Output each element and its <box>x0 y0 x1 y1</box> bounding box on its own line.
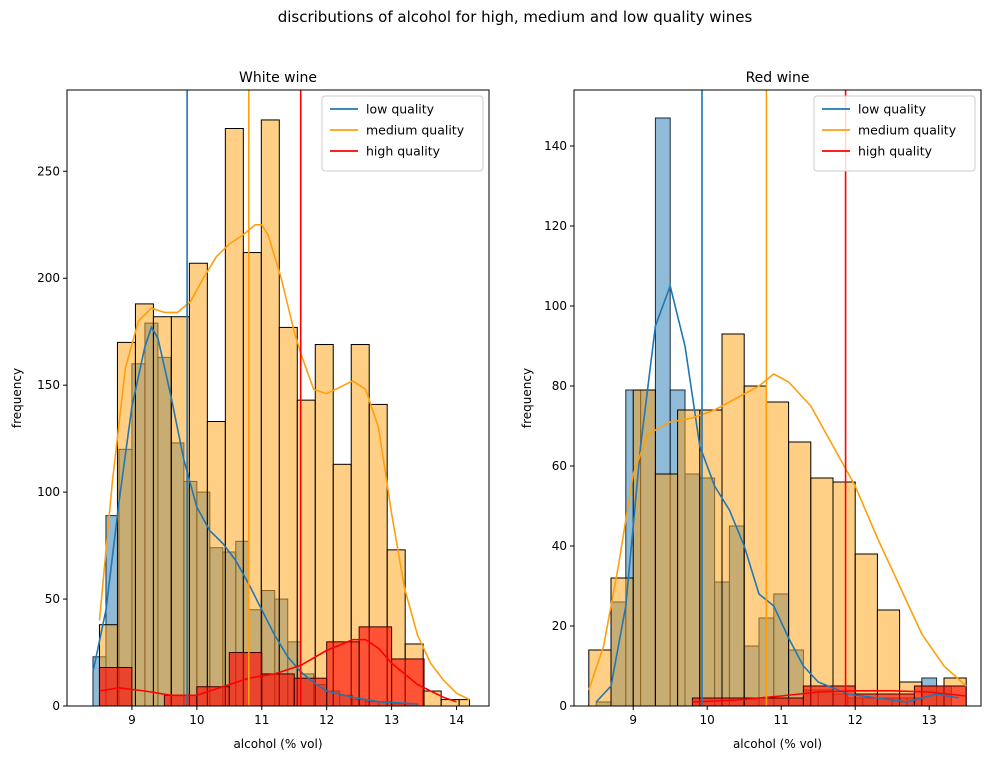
bar <box>422 690 442 706</box>
figure-suptitle: discributions of alcohol for high, mediu… <box>278 8 753 26</box>
y-tick-label: 200 <box>37 271 60 285</box>
y-tick-label: 140 <box>544 139 567 153</box>
legend: low quality medium quality high quality <box>321 95 484 172</box>
chart-title: Red wine <box>746 70 810 86</box>
x-tick-label: 9 <box>128 713 136 727</box>
x-tick-label: 12 <box>848 713 863 727</box>
bar <box>458 699 471 706</box>
series-medium-quality-bars <box>98 119 471 706</box>
bar <box>224 128 244 706</box>
bar <box>188 262 208 706</box>
y-tick-label: 100 <box>37 485 60 499</box>
bar <box>391 658 425 706</box>
bar <box>810 477 834 706</box>
bar <box>743 385 767 706</box>
x-tick-label: 14 <box>449 713 464 727</box>
y-tick-label: 250 <box>37 164 60 178</box>
bar <box>654 473 679 706</box>
bar <box>788 441 812 706</box>
bar <box>610 577 634 706</box>
bar <box>116 341 136 706</box>
x-tick-label: 10 <box>700 713 715 727</box>
chart-white-wine: 9 10 11 12 13 14 0 50 100 150 200 250 White wine alco… <box>10 70 490 751</box>
bar <box>876 609 901 706</box>
legend-box <box>813 95 976 172</box>
bar <box>765 401 790 706</box>
y-tick-label: 20 <box>552 619 567 633</box>
bar <box>152 316 172 706</box>
legend-label-medium-quality: medium quality <box>858 123 957 138</box>
bar <box>293 677 328 706</box>
y-tick-label: 150 <box>37 378 60 392</box>
series-medium-quality-bars <box>588 333 967 706</box>
bar <box>261 673 295 706</box>
bar <box>242 252 262 706</box>
bar <box>358 626 393 706</box>
y-tick-label: 40 <box>552 539 567 553</box>
x-axis-label: alcohol (% vol) <box>233 737 322 751</box>
chart-red-wine: 9 10 11 12 13 0 20 40 60 80 100 120 140 Red wine alcoh… <box>520 70 982 751</box>
plot-area <box>92 90 471 706</box>
bar <box>134 303 154 706</box>
chart-title: White wine <box>239 70 317 86</box>
x-tick-label: 11 <box>774 713 789 727</box>
x-tick-label: 13 <box>922 713 937 727</box>
series-high-quality-bars <box>691 685 967 706</box>
series-high-quality-kde-line <box>692 690 967 703</box>
x-tick-label: 9 <box>629 713 637 727</box>
y-tick-label: 80 <box>552 379 567 393</box>
bar <box>913 685 967 706</box>
bar <box>854 553 878 706</box>
legend-box <box>321 95 484 172</box>
bar <box>832 481 856 706</box>
legend-label-high-quality: high quality <box>366 144 441 159</box>
bar <box>278 326 298 706</box>
x-tick-label: 10 <box>189 713 204 727</box>
bar <box>440 699 460 706</box>
y-tick-label: 100 <box>544 299 567 313</box>
y-tick-label: 0 <box>52 699 60 713</box>
plot-frame <box>66 89 490 707</box>
legend-label-high-quality: high quality <box>858 144 933 159</box>
x-tick-label: 13 <box>384 713 399 727</box>
series-low-quality-kde-line <box>92 325 418 705</box>
y-tick-label: 120 <box>544 219 567 233</box>
y-tick-label: 50 <box>45 592 60 606</box>
bar <box>163 694 198 706</box>
series-low-quality-kde-line <box>595 283 959 703</box>
plot-area <box>588 90 967 706</box>
y-tick-label: 60 <box>552 459 567 473</box>
x-axis-label: alcohol (% vol) <box>733 737 822 751</box>
legend-label-low-quality: low quality <box>858 102 927 117</box>
y-tick-label: 0 <box>559 699 567 713</box>
x-tick-label: 12 <box>319 713 334 727</box>
legend-label-low-quality: low quality <box>366 102 435 117</box>
plot-frame <box>573 89 982 707</box>
x-tick-label: 11 <box>254 713 269 727</box>
y-axis-label: frequency <box>520 368 534 428</box>
bar <box>206 421 226 706</box>
y-axis-label: frequency <box>10 368 24 428</box>
bar <box>98 667 133 706</box>
legend: low quality medium quality high quality <box>813 95 976 172</box>
legend-label-medium-quality: medium quality <box>366 123 465 138</box>
series-medium-quality-kde-line <box>98 224 470 701</box>
bar <box>326 641 360 706</box>
bar <box>677 409 701 706</box>
bar <box>802 685 856 706</box>
bar <box>260 119 280 706</box>
bar <box>632 389 656 706</box>
